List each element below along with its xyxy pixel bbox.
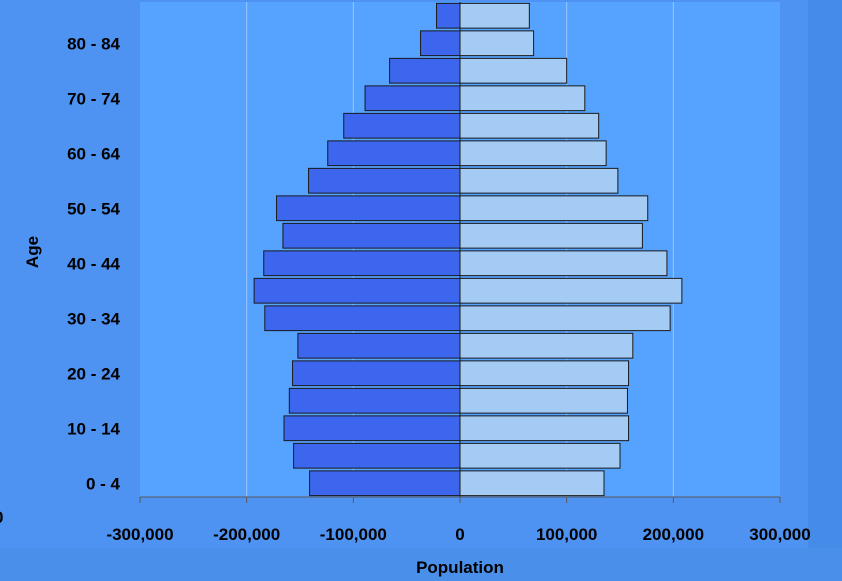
background-stripe-right bbox=[808, 0, 842, 581]
bar-series-1-65-69 bbox=[343, 112, 461, 139]
bar-series-2-55-59 bbox=[459, 167, 619, 194]
bar-series-2-0-4 bbox=[459, 470, 605, 497]
bar-series-2-85+ bbox=[459, 2, 530, 29]
y-tick-label: 50 - 54 bbox=[67, 199, 120, 218]
bar-series-2-20-24 bbox=[459, 360, 630, 387]
bar-series-2-45-49 bbox=[459, 222, 643, 249]
bar-series-1-60-64 bbox=[327, 140, 461, 167]
bar-series-2-10-14 bbox=[459, 415, 630, 442]
x-tick-label: -300,000 bbox=[106, 525, 173, 544]
bar-series-2-65-69 bbox=[459, 112, 600, 139]
bar-series-2-50-54 bbox=[459, 195, 649, 222]
y-tick-label: 30 - 34 bbox=[67, 309, 120, 328]
y-tick-label: 10 - 14 bbox=[67, 419, 120, 438]
bar-series-2-70-74 bbox=[459, 85, 586, 112]
bar-series-2-15-19 bbox=[459, 387, 628, 414]
bar-series-2-30-34 bbox=[459, 305, 671, 332]
x-axis-title: Population bbox=[416, 558, 504, 577]
bar-series-1-35-39 bbox=[253, 277, 461, 304]
bar-series-1-20-24 bbox=[292, 360, 461, 387]
x-tick-label: 300,000 bbox=[749, 525, 810, 544]
bar-series-2-60-64 bbox=[459, 140, 607, 167]
y-axis-ticks: 0 - 4 10 - 14 20 - 24 30 - 34 40 - 44 50 - 54… bbox=[67, 34, 120, 493]
x-tick-label: 200,000 bbox=[643, 525, 704, 544]
y-axis-title: Age bbox=[23, 236, 42, 268]
bar-series-1-5-9 bbox=[293, 442, 461, 469]
x-tick-label: -200,000 bbox=[213, 525, 280, 544]
y-tick-label: 60 - 64 bbox=[67, 144, 120, 163]
cut-off-label: 0 bbox=[0, 508, 3, 528]
bar-series-1-75-79 bbox=[389, 57, 461, 84]
bar-series-1-55-59 bbox=[308, 167, 461, 194]
bar-series-2-80-84 bbox=[459, 30, 535, 57]
y-tick-label: 80 - 84 bbox=[67, 34, 120, 53]
y-tick-label: 0 - 4 bbox=[86, 474, 121, 493]
bar-series-1-45-49 bbox=[282, 222, 461, 249]
bar-series-1-80-84 bbox=[420, 30, 461, 57]
bar-series-1-70-74 bbox=[364, 85, 461, 112]
bar-series-1-30-34 bbox=[264, 305, 461, 332]
bar-series-2-40-44 bbox=[459, 250, 668, 277]
y-tick-label: 40 - 44 bbox=[67, 254, 120, 273]
bar-series-2-5-9 bbox=[459, 442, 621, 469]
bar-series-1-0-4 bbox=[309, 470, 461, 497]
bar-series-2-25-29 bbox=[459, 332, 634, 359]
x-axis-ticks: -300,000 -200,000 -100,000 0 100,000 200,000 3… bbox=[106, 497, 811, 544]
y-tick-label: 70 - 74 bbox=[67, 89, 120, 108]
y-tick-label: 20 - 24 bbox=[67, 364, 120, 383]
bar-series-1-85+ bbox=[436, 2, 461, 29]
x-tick-label: 100,000 bbox=[536, 525, 597, 544]
bars bbox=[253, 2, 683, 497]
bar-series-1-50-54 bbox=[276, 195, 461, 222]
x-tick-label: -100,000 bbox=[320, 525, 387, 544]
bar-series-1-15-19 bbox=[288, 387, 461, 414]
bar-series-2-35-39 bbox=[459, 277, 683, 304]
bar-series-1-40-44 bbox=[263, 250, 461, 277]
bar-series-1-10-14 bbox=[283, 415, 461, 442]
bar-series-2-75-79 bbox=[459, 57, 568, 84]
bar-series-1-25-29 bbox=[297, 332, 461, 359]
background-stripe-bottom bbox=[0, 548, 842, 581]
x-tick-label: 0 bbox=[455, 525, 464, 544]
